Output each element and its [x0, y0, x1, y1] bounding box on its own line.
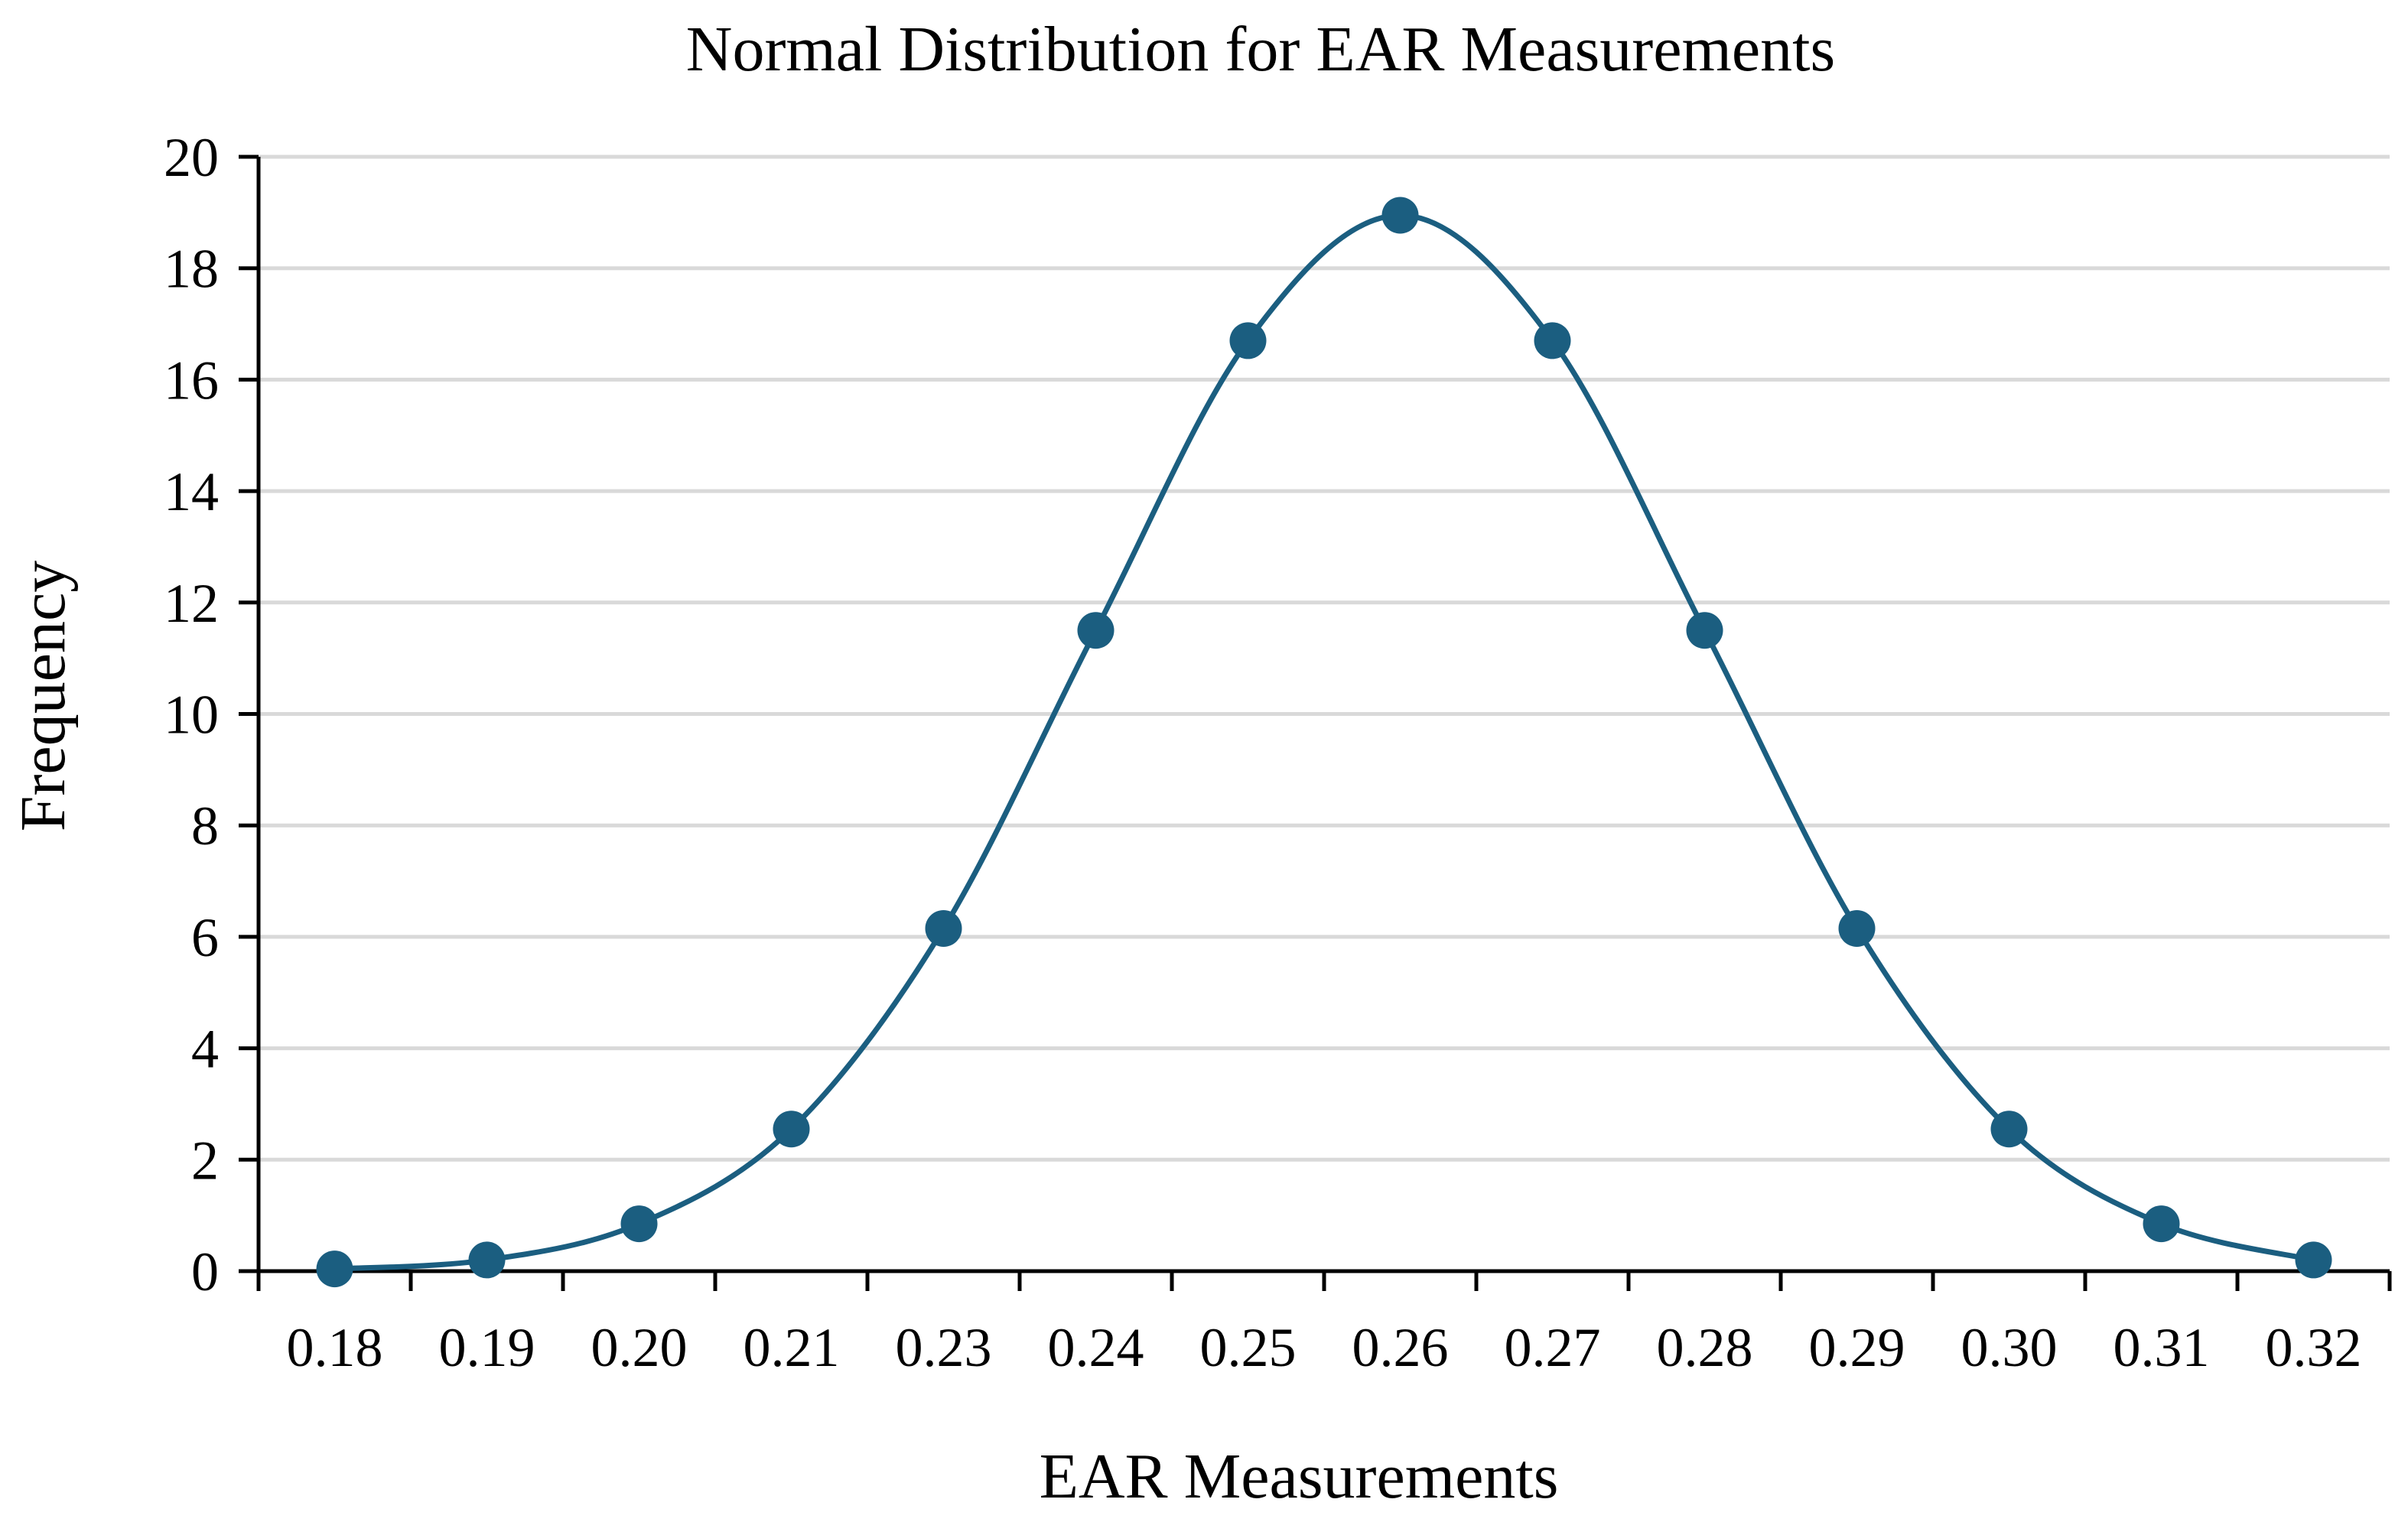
y-tick-label: 10 [164, 685, 219, 746]
data-point [1077, 612, 1115, 649]
data-point [2143, 1205, 2180, 1243]
x-tick-label: 0.28 [1657, 1317, 1753, 1378]
x-tick-label: 0.31 [2114, 1317, 2210, 1378]
x-tick-label: 0.32 [2266, 1317, 2362, 1378]
chart-title: Normal Distribution for EAR Measurements [686, 14, 1835, 85]
x-tick-label: 0.26 [1352, 1317, 1449, 1378]
y-axis-ticks: 0 2 4 6 8 10 12 14 16 18 20 [164, 127, 259, 1302]
y-tick-label: 18 [164, 239, 219, 300]
x-tick-label: 0.23 [896, 1317, 992, 1378]
y-tick-label: 14 [164, 461, 219, 522]
y-tick-label: 6 [191, 907, 219, 968]
x-tick-label: 0.18 [287, 1317, 383, 1378]
y-axis-label: Frequency [8, 561, 79, 832]
y-tick-label: 0 [191, 1241, 219, 1302]
x-tick-label: 0.20 [591, 1317, 688, 1378]
data-point [1534, 322, 1571, 359]
y-tick-label: 4 [191, 1019, 219, 1080]
data-point [1838, 909, 1876, 947]
x-tick-label: 0.29 [1809, 1317, 1905, 1378]
data-point [1686, 612, 1723, 649]
series [316, 197, 2332, 1288]
x-axis-ticks: 0.18 0.19 0.20 0.21 0.23 0.24 0.25 0.26 0.27 0.28… [256, 1271, 2392, 1378]
x-tick-label: 0.27 [1505, 1317, 1601, 1378]
x-tick-label: 0.24 [1048, 1317, 1144, 1378]
y-tick-label: 12 [164, 573, 219, 634]
y-tick-label: 20 [164, 127, 219, 188]
x-tick-label: 0.19 [439, 1317, 535, 1378]
data-point [773, 1111, 810, 1148]
y-tick-label: 8 [191, 795, 219, 857]
data-point [925, 909, 962, 947]
x-tick-label: 0.25 [1200, 1317, 1297, 1378]
series-line [332, 212, 2316, 1272]
data-point [2295, 1241, 2332, 1279]
data-point [1381, 197, 1419, 234]
y-tick-label: 2 [191, 1130, 219, 1191]
x-tick-label: 0.21 [744, 1317, 840, 1378]
data-point [468, 1241, 506, 1279]
data-point [620, 1205, 658, 1243]
data-point [1990, 1111, 2028, 1148]
data-point [1229, 322, 1267, 359]
data-point [316, 1250, 353, 1288]
x-tick-label: 0.30 [1961, 1317, 2058, 1378]
y-tick-label: 16 [164, 350, 219, 411]
gridlines [259, 154, 2390, 1162]
axes [256, 157, 2390, 1291]
x-axis-label: EAR Measurements [1040, 1441, 1559, 1512]
